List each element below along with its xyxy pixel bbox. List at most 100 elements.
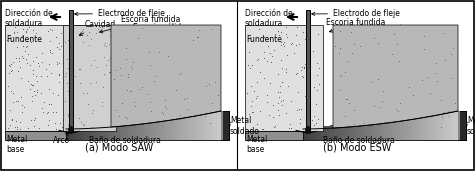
Point — [248, 99, 256, 102]
Point — [43, 112, 51, 114]
Point — [183, 97, 190, 100]
Point — [49, 91, 57, 94]
Point — [93, 80, 100, 83]
Point — [67, 50, 75, 53]
Bar — [346, 124, 350, 140]
Bar — [63, 25, 116, 131]
Point — [8, 118, 16, 121]
Point — [195, 29, 203, 31]
Point — [30, 119, 38, 121]
Point — [307, 125, 314, 128]
Point — [46, 28, 54, 31]
Point — [345, 102, 352, 105]
Point — [11, 126, 19, 129]
Point — [74, 60, 82, 62]
Bar — [400, 117, 404, 140]
Point — [27, 119, 35, 122]
Point — [76, 68, 84, 71]
Point — [214, 93, 222, 96]
Point — [309, 49, 316, 52]
Point — [350, 123, 358, 126]
Point — [67, 65, 75, 68]
Point — [22, 29, 29, 32]
Point — [37, 75, 45, 78]
Point — [13, 46, 20, 49]
Bar — [82, 127, 85, 140]
Point — [88, 126, 96, 128]
Point — [46, 40, 53, 42]
Bar — [334, 125, 338, 140]
Point — [45, 124, 52, 127]
Point — [56, 121, 64, 124]
Point — [55, 81, 63, 84]
Point — [123, 117, 131, 120]
Bar — [384, 119, 388, 140]
Bar — [342, 124, 346, 140]
Bar — [128, 121, 132, 140]
Point — [26, 37, 34, 40]
Bar — [186, 115, 190, 140]
Point — [335, 52, 343, 54]
Point — [146, 100, 153, 103]
Point — [64, 113, 72, 116]
Point — [24, 52, 32, 55]
Point — [274, 91, 281, 94]
Point — [274, 109, 282, 111]
Point — [48, 103, 55, 105]
Point — [308, 119, 315, 122]
Point — [19, 35, 26, 37]
Point — [62, 71, 70, 74]
Bar — [330, 125, 334, 140]
Point — [7, 69, 15, 72]
Point — [102, 63, 110, 66]
Point — [433, 80, 440, 82]
Point — [15, 56, 22, 59]
Point — [247, 85, 255, 88]
Point — [380, 120, 388, 123]
Point — [61, 55, 68, 58]
Point — [65, 96, 73, 99]
Point — [151, 79, 158, 82]
Point — [63, 39, 70, 42]
Point — [445, 115, 452, 117]
Bar — [221, 111, 223, 140]
Bar — [311, 128, 314, 140]
Point — [451, 102, 459, 105]
Point — [208, 27, 215, 30]
Point — [123, 89, 131, 91]
Point — [158, 124, 165, 126]
Point — [292, 34, 299, 37]
Point — [90, 59, 97, 62]
Point — [45, 62, 53, 65]
Point — [315, 83, 323, 86]
Text: (b) Modo ESW: (b) Modo ESW — [323, 142, 392, 152]
Point — [57, 45, 65, 48]
Bar — [74, 128, 77, 140]
Point — [55, 62, 63, 64]
Point — [81, 120, 89, 123]
Bar — [147, 119, 151, 140]
Point — [98, 105, 106, 108]
Point — [109, 100, 116, 103]
Point — [299, 31, 306, 34]
Point — [301, 95, 309, 97]
Point — [106, 30, 114, 32]
Point — [288, 126, 295, 129]
Point — [439, 32, 447, 35]
Point — [282, 33, 290, 36]
Point — [33, 79, 41, 82]
Point — [74, 36, 82, 39]
Bar — [116, 123, 120, 140]
Bar — [97, 125, 101, 140]
Point — [315, 66, 323, 69]
Point — [21, 50, 29, 52]
Point — [189, 39, 197, 42]
Point — [270, 103, 277, 106]
Point — [270, 48, 278, 51]
Point — [176, 118, 184, 120]
Bar — [5, 25, 91, 131]
Point — [145, 51, 153, 54]
Point — [117, 73, 124, 76]
Point — [18, 104, 26, 107]
Point — [124, 76, 132, 78]
